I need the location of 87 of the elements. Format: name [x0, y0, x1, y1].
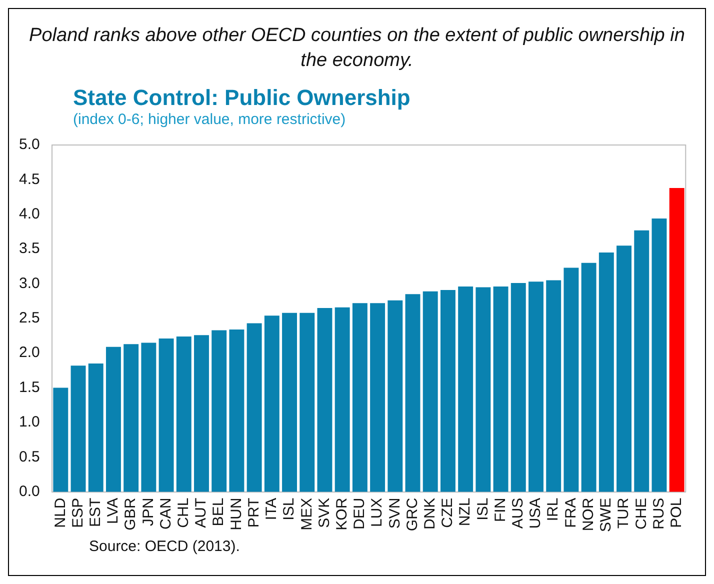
x-tick-label: IRL: [544, 498, 562, 522]
x-tick-label: NZL: [456, 498, 474, 526]
x-tick-label: SVN: [386, 498, 404, 529]
x-tick-label: SVK: [316, 498, 333, 528]
y-tick-label: 2.5: [18, 310, 40, 327]
bar: [88, 364, 104, 492]
x-tick-label: ISL: [474, 498, 492, 520]
y-tick-label: 0.0: [18, 482, 40, 500]
bar: [334, 307, 350, 492]
x-tick-label: EST: [87, 498, 104, 528]
x-tick-label: KOR: [333, 498, 350, 530]
bar: [616, 246, 632, 492]
x-tick-label: AUT: [192, 498, 210, 528]
x-tick-label: SWE: [598, 498, 615, 532]
chart-title: State Control: Public Ownership: [73, 85, 412, 111]
x-tick-label: POL: [668, 498, 685, 528]
text: Poland ranks above other OECD counties on the extent of public ownership in the economy.: [28, 24, 686, 73]
x-tick-label: ESP: [69, 498, 86, 528]
y-tick-label: 4.0: [18, 206, 40, 223]
x-tick-label: BEL: [210, 498, 228, 526]
bar: [176, 336, 192, 492]
bar: [564, 268, 579, 492]
x-tick-label: RUS: [650, 498, 668, 530]
bar: [634, 230, 650, 492]
y-tick-label: 3.5: [18, 240, 40, 258]
x-tick-label: JPN: [140, 498, 157, 526]
bar: [352, 303, 368, 492]
bar: [476, 287, 491, 492]
bar: [493, 286, 508, 492]
bar: [53, 388, 68, 492]
bar: [106, 346, 121, 492]
source-note: Source: OECD (2013).: [89, 538, 241, 555]
x-tick-label: LUX: [368, 498, 386, 528]
bar: [581, 262, 596, 492]
x-tick-label: NLD: [52, 498, 69, 528]
bar: [669, 188, 684, 492]
x-tick-label: GBR: [122, 498, 140, 530]
bar: [70, 366, 86, 492]
bar: [370, 303, 386, 492]
bar: [440, 290, 456, 492]
bar: [246, 323, 262, 492]
bar: [141, 342, 156, 492]
x-tick-label: FIN: [492, 498, 509, 522]
x-tick-label: DEU: [351, 498, 368, 530]
chart-subtitle: (index 0-6; higher value, more restrictive): [73, 111, 347, 128]
x-tick-label: NOR: [580, 498, 597, 532]
bar: [124, 344, 139, 492]
y-tick-label: 2.0: [18, 344, 40, 362]
bar: [510, 283, 526, 492]
x-tick-label: MEX: [298, 498, 316, 530]
x-tick-label: AUS: [510, 498, 527, 529]
x-tick-label: CAN: [157, 498, 174, 530]
x-tick-label: HUN: [228, 498, 245, 530]
bar: [458, 286, 474, 492]
bar: [546, 280, 562, 492]
y-tick-label: 4.5: [18, 170, 40, 188]
x-tick-label: DNK: [422, 498, 438, 530]
y-tick-label: 0.5: [18, 448, 40, 466]
bar: [300, 312, 315, 492]
bar: [528, 282, 544, 492]
bar: [317, 308, 332, 492]
x-tick-label: CHL: [175, 498, 192, 528]
bar: [652, 218, 667, 492]
bar: [212, 330, 227, 492]
bar: [264, 316, 280, 492]
x-tick-label: ITA: [263, 498, 280, 520]
y-tick-label: 5.0: [18, 136, 40, 154]
bar: [405, 294, 420, 492]
bar: [388, 300, 403, 492]
bar: [229, 330, 244, 492]
x-tick-label: LVA: [104, 498, 122, 524]
x-tick-label: USA: [527, 498, 544, 529]
x-tick-label: PRT: [245, 498, 262, 528]
x-tick-label: CHE: [632, 498, 650, 530]
y-tick-label: 1.5: [18, 378, 40, 396]
bar: [194, 335, 209, 492]
bar: [598, 252, 614, 492]
x-tick-label: CZE: [439, 498, 456, 528]
bar: [158, 338, 174, 492]
bar: [422, 291, 438, 492]
bar: [282, 312, 298, 492]
x-tick-label: GRC: [404, 498, 421, 532]
y-tick-label: 1.0: [18, 414, 40, 431]
x-tick-label: ISL: [280, 498, 298, 520]
x-tick-label: FRA: [562, 498, 580, 528]
x-tick-label: TUR: [615, 498, 632, 529]
y-tick-label: 3.0: [18, 274, 40, 292]
